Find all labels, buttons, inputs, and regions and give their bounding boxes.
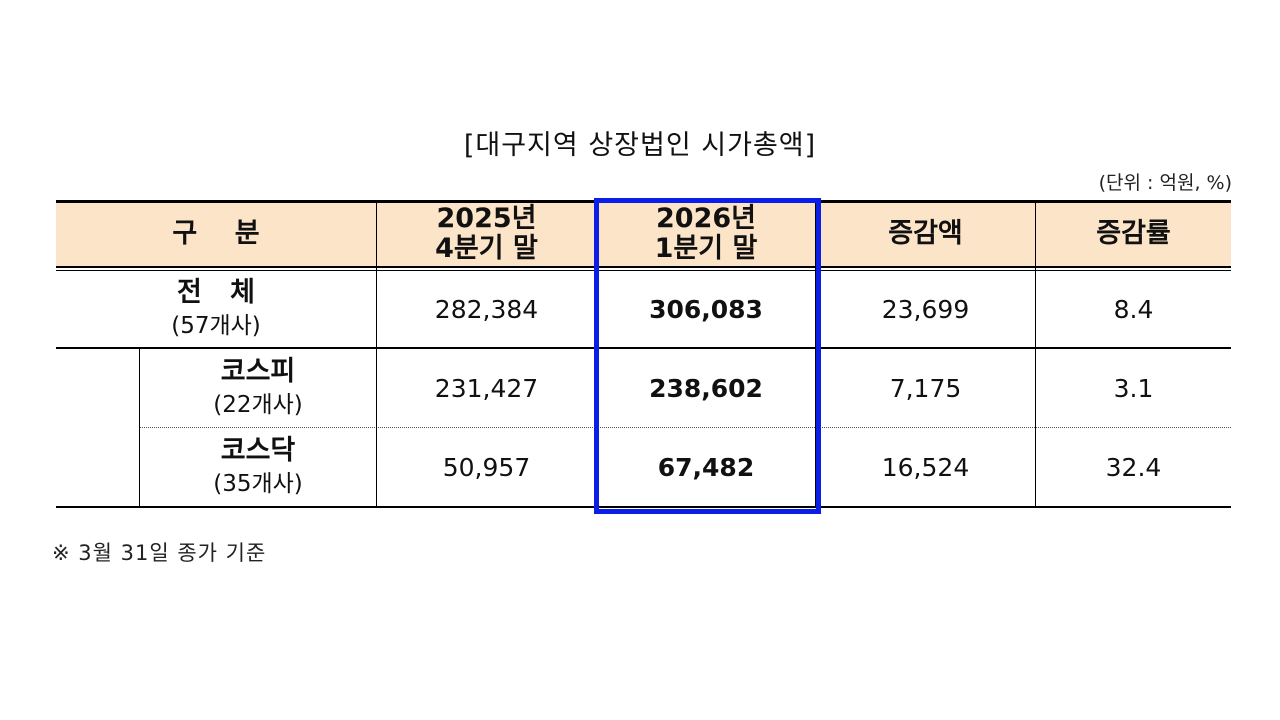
table-cell: 306,083 (649, 294, 763, 324)
table-title: [대구지역 상장법인 시가총액] (463, 130, 817, 161)
bottom-border (56, 506, 1231, 508)
table-cell: 16,524 (881, 452, 970, 482)
header-2025-q4: 2025년 4분기 말 (377, 200, 596, 268)
header-change-rate: 증감률 (1096, 218, 1171, 249)
header-category: 구 분 (172, 218, 260, 249)
dotted-divider (139, 427, 1231, 428)
table-cell: 231,427 (434, 373, 539, 403)
header-2026-q1: 2026년 1분기 말 (597, 200, 815, 268)
header-2026-q1-quarter: 1분기 말 (654, 233, 758, 264)
table-cell: 238,602 (649, 373, 763, 403)
total-row-divider (56, 347, 1231, 349)
col-divider-3 (815, 200, 816, 508)
table-cell: 67,482 (657, 452, 755, 482)
row-label: 코스피 (220, 356, 296, 387)
indent-divider (139, 349, 140, 508)
highlight-box (594, 198, 821, 514)
footnote: ※ 3월 31일 종가 기준 (52, 541, 267, 565)
row-label: 전 체 (177, 277, 255, 308)
header-2026-q1-year: 2026년 (656, 203, 756, 234)
table-cell: 8.4 (1113, 294, 1154, 324)
col-divider-4 (1035, 200, 1036, 508)
row-label: 코스닥 (220, 435, 296, 466)
market-cap-table: 구 분 2025년 4분기 말 2026년 1분기 말 증감액 증감률 전 체 … (56, 200, 1231, 508)
table-cell: 7,175 (889, 373, 962, 403)
unit-label: (단위 : 억원, %) (1098, 172, 1232, 194)
header-2025-q4-year: 2025년 (436, 203, 537, 234)
table-cell: 282,384 (434, 294, 539, 324)
table-cell: 3.1 (1113, 373, 1154, 403)
row-company-count: (22개사) (213, 392, 303, 418)
header-divider (56, 266, 1231, 268)
col-divider-1 (376, 200, 377, 508)
header-change-amount: 증감액 (888, 218, 963, 249)
row-company-count: (35개사) (213, 471, 303, 497)
table-cell: 50,957 (442, 452, 531, 482)
row-kospi-label: 코스피 (22개사) (140, 349, 376, 427)
header-2025-q4-quarter: 4분기 말 (435, 233, 538, 264)
table-cell: 23,699 (881, 294, 970, 324)
table-cell: 32.4 (1105, 452, 1162, 482)
row-kosdaq-label: 코스닥 (35개사) (140, 428, 376, 506)
header-divider-double (56, 270, 1231, 271)
row-company-count: (57개사) (171, 313, 261, 339)
row-total-label: 전 체 (57개사) (56, 271, 376, 347)
